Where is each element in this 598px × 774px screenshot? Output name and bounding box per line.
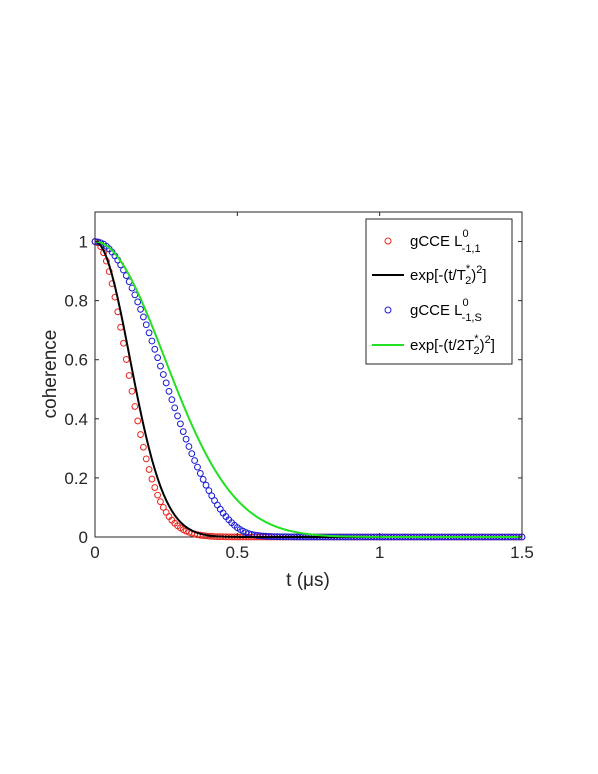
x-axis-title: t (μs)	[286, 570, 330, 591]
series-0-point	[131, 403, 139, 410]
y-tick-label: 0.8	[64, 292, 88, 311]
axis-layer: 0 0.5 1 1.5 0 0.2 0.4 0.6 0.8 1	[64, 212, 534, 562]
y-axis-title: coherence	[40, 330, 61, 419]
series-2-point	[157, 362, 164, 370]
series-2-point	[174, 412, 181, 420]
series-0-point	[148, 475, 156, 483]
series-2-point	[165, 387, 173, 395]
series-2-point	[131, 291, 139, 299]
series-2-point	[134, 298, 142, 306]
series-0-point	[157, 498, 164, 506]
series-2-point	[154, 354, 162, 362]
legend: gCCE L0 -1,1 exp[-(t/T* 2)2] gCCE L0 -1,S exp[…	[365, 218, 513, 365]
series-2-point	[208, 492, 216, 500]
series-2-point	[168, 396, 176, 404]
y-tick-label: 0	[79, 528, 88, 547]
series-2-point	[185, 443, 193, 450]
series-2-point	[162, 379, 170, 387]
series-2-point	[145, 329, 153, 337]
y-tick-label: 0.4	[64, 410, 88, 429]
series-0-point	[159, 504, 167, 511]
series-2-point	[182, 435, 190, 443]
series-2-point	[199, 476, 207, 483]
series-2-point	[151, 345, 159, 353]
series-2-point	[171, 404, 179, 412]
x-tick-label: 1.5	[510, 543, 534, 562]
y-tick-label: 0.2	[64, 469, 88, 488]
legend-label-1: exp[-(t/T* 2)2]	[410, 263, 487, 287]
x-tick-label: 0.5	[226, 543, 250, 562]
legend-label-0: gCCE L0 -1,1	[410, 228, 481, 255]
series-0-point	[145, 466, 153, 473]
series-0-point	[128, 387, 136, 395]
series-2-point	[205, 487, 213, 495]
series-2-point	[137, 305, 144, 313]
legend-marker-2	[384, 306, 392, 314]
series-2-point	[194, 463, 201, 471]
series-2-point	[196, 470, 204, 477]
y-tick-label: 0.6	[64, 351, 88, 370]
series-2-point	[177, 420, 184, 428]
series-2-point	[179, 428, 187, 436]
series-2-point	[202, 481, 210, 489]
series-0-point	[134, 417, 142, 425]
series-0-point	[139, 443, 147, 451]
series-0-point	[125, 372, 133, 379]
series-0-point	[154, 491, 162, 499]
legend-label-3: exp[-(t/2T* 2)2]	[410, 333, 495, 357]
series-2-point	[191, 457, 199, 464]
series-2-point	[148, 337, 156, 345]
series-0-point	[151, 484, 159, 491]
series-0-point	[137, 431, 144, 438]
series-2-point	[188, 450, 196, 458]
series-3-line	[94, 240, 522, 538]
series-layer	[91, 238, 526, 541]
series-2-point	[159, 371, 167, 378]
series-2-point	[139, 313, 147, 321]
x-tick-label: 1	[375, 543, 384, 562]
legend-label-2: gCCE L0 -1,S	[410, 297, 482, 324]
y-tick-label: 1	[79, 233, 88, 252]
x-tick-label: 0	[90, 543, 99, 562]
legend-marker-0	[384, 237, 392, 245]
series-2-point	[142, 321, 150, 329]
series-0-point	[142, 455, 150, 463]
